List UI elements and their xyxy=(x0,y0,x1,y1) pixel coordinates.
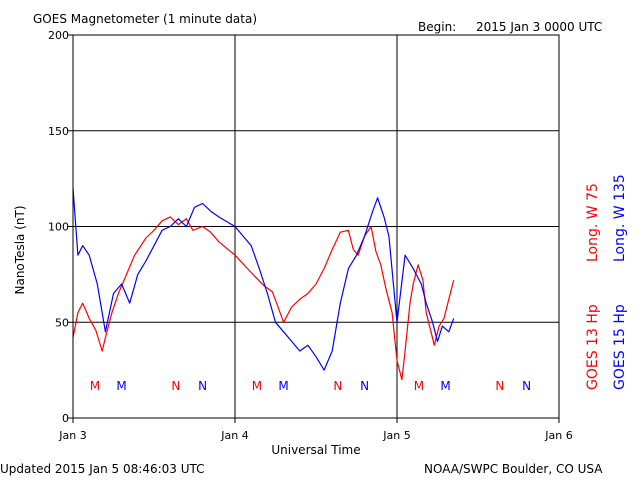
marker-n-3: N xyxy=(198,379,207,393)
marker-n-6: N xyxy=(333,379,342,393)
x-tick-label-2: Jan 5 xyxy=(382,429,410,442)
marker-m-9: M xyxy=(440,379,450,393)
y-tick-label-50: 50 xyxy=(55,316,69,329)
marker-m-8: M xyxy=(414,379,424,393)
legend-goes13-name: GOES 13 Hp xyxy=(585,304,601,390)
marker-n-11: N xyxy=(522,379,531,393)
legend-goes15-long: Long. W 135 xyxy=(612,174,628,262)
begin-value: 2015 Jan 3 0000 UTC xyxy=(476,20,602,34)
y-tick-label-150: 150 xyxy=(48,125,69,138)
x-tick-label-3: Jan 6 xyxy=(544,429,572,442)
marker-m-0: M xyxy=(90,379,100,393)
x-axis-ticks: Jan 3 Jan 4 Jan 5 Jan 6 xyxy=(58,418,573,442)
updated-timestamp: Updated 2015 Jan 5 08:46:03 UTC xyxy=(0,462,205,476)
marker-n-10: N xyxy=(495,379,504,393)
marker-m-4: M xyxy=(252,379,262,393)
marker-m-1: M xyxy=(116,379,126,393)
y-tick-label-0: 0 xyxy=(62,412,69,425)
series-line-goes15 xyxy=(72,188,455,371)
y-axis-label: NanoTesla (nT) xyxy=(13,205,27,294)
x-tick-label-0: Jan 3 xyxy=(58,429,86,442)
begin-label: Begin: xyxy=(418,20,456,34)
marker-n-7: N xyxy=(360,379,369,393)
series-lines xyxy=(72,188,455,381)
credit: NOAA/SWPC Boulder, CO USA xyxy=(424,462,603,476)
grid-lines xyxy=(73,35,559,418)
marker-n-2: N xyxy=(171,379,180,393)
y-tick-label-200: 200 xyxy=(48,29,69,42)
legend-goes15-name: GOES 15 Hp xyxy=(612,304,628,390)
chart-title: GOES Magnetometer (1 minute data) xyxy=(33,12,257,26)
y-tick-label-100: 100 xyxy=(48,221,69,234)
plot-frame xyxy=(72,34,560,419)
x-tick-label-1: Jan 4 xyxy=(220,429,248,442)
y-axis-ticks: 0 50 100 150 200 xyxy=(48,29,73,425)
legend-goes13: GOES 13 Hp Long. W 75 xyxy=(585,183,601,390)
legend-goes13-long: Long. W 75 xyxy=(585,183,601,262)
marker-m-5: M xyxy=(278,379,288,393)
series-line-goes13 xyxy=(72,216,455,381)
x-axis-label: Universal Time xyxy=(271,443,360,457)
legend-goes15: GOES 15 Hp Long. W 135 xyxy=(612,174,628,390)
